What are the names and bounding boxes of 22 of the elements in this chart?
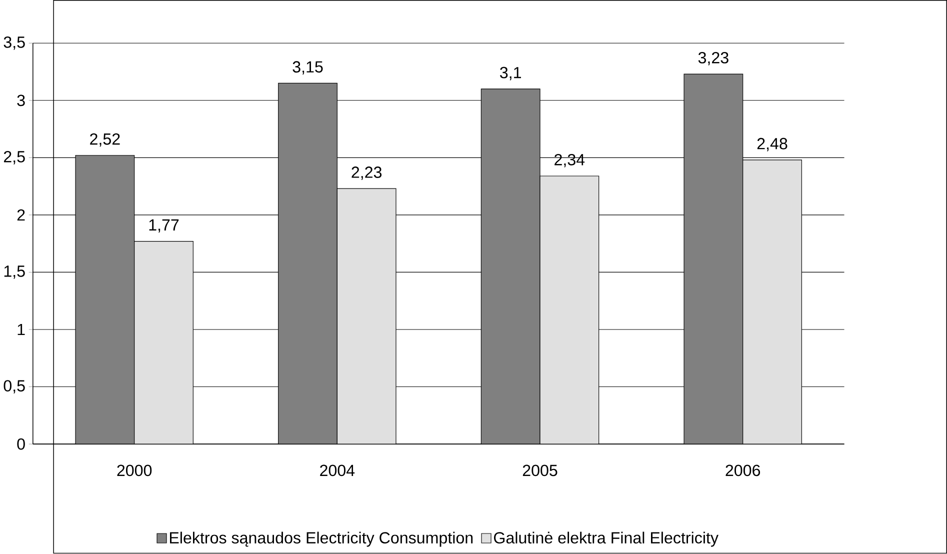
data-label: 3,1 (500, 67, 521, 80)
data-label: 2,48 (757, 138, 788, 152)
data-label: 2,34 (554, 154, 585, 168)
y-tick-label: 3,5 (4, 36, 25, 50)
y-tick-label: 0 (17, 438, 25, 450)
data-label: 2,23 (352, 166, 382, 180)
y-tick-label: 2 (17, 209, 25, 221)
data-label: 2,52 (90, 133, 120, 147)
data-label: 3,15 (292, 61, 323, 75)
x-tick-label: 2006 (726, 464, 760, 476)
legend-label: Galutinė elektra Final Electricity (494, 532, 718, 547)
y-tick-label: 1 (18, 324, 25, 336)
data-label: 3,23 (698, 52, 728, 66)
y-tick-label: 1,5 (4, 266, 25, 279)
y-tick-label: 2,5 (4, 151, 25, 164)
y-tick-label: 0,5 (4, 380, 25, 394)
x-tick-label: 2005 (522, 464, 558, 476)
x-tick-label: 2004 (320, 464, 355, 476)
legend-label: Elektros sąnaudos Electricity Consumption (170, 532, 473, 547)
y-tick-label: 3 (17, 94, 25, 106)
data-label: 1,77 (149, 220, 179, 233)
x-tick-label: 2000 (117, 464, 152, 476)
